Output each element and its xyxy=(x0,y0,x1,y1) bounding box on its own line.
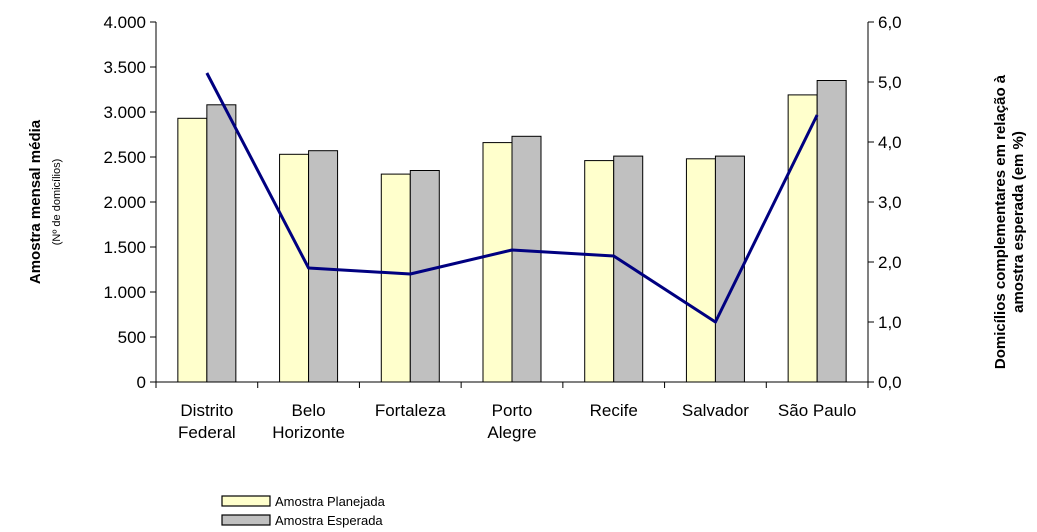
category-label-line: Distrito xyxy=(180,401,233,420)
legend-swatch-planejada xyxy=(221,495,271,507)
category-label-5: Salvador xyxy=(682,401,749,420)
bar-esperada-6 xyxy=(816,80,847,383)
category-label-line: Alegre xyxy=(487,423,536,442)
category-label-line: Porto xyxy=(492,401,533,420)
right-tick-label-5: 5,0 xyxy=(878,73,902,92)
bar-esperada-2 xyxy=(409,170,440,383)
bar-planejada-1 xyxy=(279,153,310,383)
category-label-1: Belo Horizonte xyxy=(272,401,345,442)
left-tick-label-7: 3.500 xyxy=(103,58,146,77)
left-tick-label-4: 2.000 xyxy=(103,193,146,212)
left-ticks: 0 500 1.000 1.500 2.000 2.500 3.000 3.500 4.000 xyxy=(103,13,156,392)
legend-label-esperada: Amostra Esperada xyxy=(275,513,383,528)
bar-planejada-3 xyxy=(482,142,513,383)
bar-esperada-4 xyxy=(613,155,644,383)
bar-planejada-2 xyxy=(380,173,411,383)
legend: Amostra Planejada Amostra Esperada xyxy=(221,494,386,528)
right-tick-label-3: 3,0 xyxy=(878,193,902,212)
category-label-line: Federal xyxy=(178,423,236,442)
legend-label-planejada: Amostra Planejada xyxy=(275,494,386,509)
line-series-path-0 xyxy=(205,72,819,324)
left-tick-label-2: 1.000 xyxy=(103,283,146,302)
category-label-0: Distrito Federal xyxy=(178,401,236,442)
bar-planejada-0 xyxy=(177,117,208,383)
left-tick-label-3: 1.500 xyxy=(103,238,146,257)
bar-planejada-5 xyxy=(685,158,716,383)
right-tick-label-1: 1,0 xyxy=(878,313,902,332)
category-label-line: Horizonte xyxy=(272,423,345,442)
right-ticks: 0,0 1,0 2,0 3,0 4,0 5,0 6,0 xyxy=(868,13,902,392)
left-tick-label-8: 4.000 xyxy=(103,13,146,32)
bar-esperada-0 xyxy=(206,104,237,383)
category-label-4: Recife xyxy=(590,401,638,420)
category-label-3: Porto Alegre xyxy=(487,401,536,442)
right-tick-label-0: 0,0 xyxy=(878,373,902,392)
left-axis-subtitle: (Nº de domicílios) xyxy=(51,159,63,246)
right-axis-title-line-1: Domicílios complementares em relação à xyxy=(992,74,1009,369)
category-label-line: Recife xyxy=(590,401,638,420)
bar-esperada-3 xyxy=(511,135,542,383)
line-series xyxy=(205,72,819,324)
left-tick-label-6: 3.000 xyxy=(103,103,146,122)
x-ticks xyxy=(155,382,869,388)
category-label-2: Fortaleza xyxy=(375,401,446,420)
bar-planejada-6 xyxy=(787,94,818,383)
category-label-line: Fortaleza xyxy=(375,401,446,420)
bars xyxy=(177,80,847,383)
category-label-line: São Paulo xyxy=(778,401,856,420)
bar-esperada-5 xyxy=(714,155,745,383)
left-tick-label-1: 500 xyxy=(118,328,146,347)
right-tick-label-4: 4,0 xyxy=(878,133,902,152)
category-labels: Distrito Federal Belo Horizonte Fortaleza Por… xyxy=(178,401,856,442)
category-label-line: Salvador xyxy=(682,401,749,420)
category-label-6: São Paulo xyxy=(778,401,856,420)
legend-swatch-esperada xyxy=(221,514,271,526)
right-axis-title-line-2: amostra esperada (em %) xyxy=(1010,131,1027,313)
bar-planejada-4 xyxy=(584,160,615,383)
category-label-line: Belo xyxy=(292,401,326,420)
right-tick-label-2: 2,0 xyxy=(878,253,902,272)
bar-esperada-1 xyxy=(308,150,339,383)
left-axis-title: Amostra mensal média xyxy=(27,119,44,284)
left-tick-label-5: 2.500 xyxy=(103,148,146,167)
right-tick-label-6: 6,0 xyxy=(878,13,902,32)
left-tick-label-0: 0 xyxy=(137,373,146,392)
